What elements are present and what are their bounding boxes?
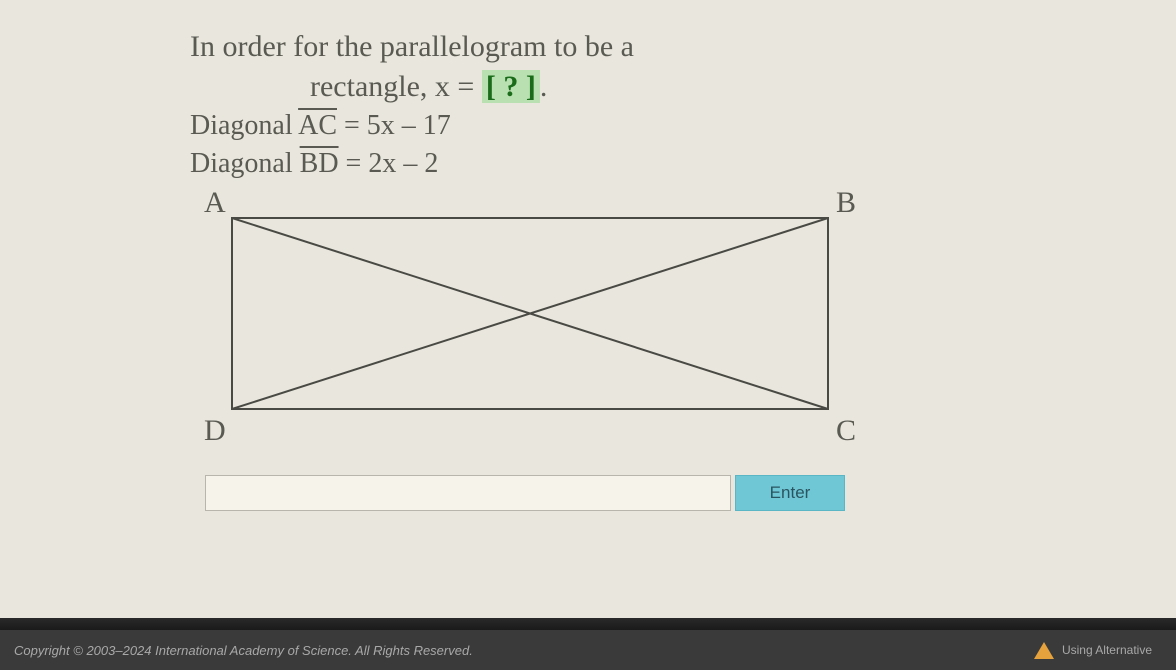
vertex-a: A — [204, 186, 226, 220]
answer-input[interactable] — [205, 475, 731, 511]
diag-bd-expr: = 2x – 2 — [339, 148, 439, 179]
vertex-d: D — [204, 414, 226, 448]
diagonal-ac: Diagonal AC = 5x – 17 — [190, 110, 1000, 142]
vertex-c: C — [836, 414, 856, 448]
copyright-text: Copyright © 2003–2024 International Acad… — [14, 643, 473, 658]
rectangle-svg — [230, 216, 830, 411]
warning-icon — [1034, 642, 1054, 659]
q2-prefix: rectangle, x = — [310, 70, 482, 103]
screen-bezel — [0, 618, 1176, 630]
footer-right-text: Using Alternative — [1062, 643, 1152, 657]
diag-ac-label: Diagonal — [190, 110, 298, 141]
question-line-1: In order for the parallelogram to be a — [190, 30, 1000, 64]
diag-bd-label: Diagonal — [190, 148, 300, 179]
segment-ac: AC — [298, 110, 337, 141]
rectangle-figure: A B C D — [210, 198, 850, 438]
question-line-2: rectangle, x = [ ? ]. — [310, 70, 1000, 104]
answer-placeholder: [ ? ] — [482, 70, 540, 103]
segment-bd: BD — [300, 148, 339, 179]
vertex-b: B — [836, 186, 856, 220]
diag-ac-expr: = 5x – 17 — [337, 110, 451, 141]
footer-right: Using Alternative — [1034, 642, 1152, 659]
answer-row: Enter — [205, 475, 845, 511]
enter-button[interactable]: Enter — [735, 475, 845, 511]
diagonal-bd: Diagonal BD = 2x – 2 — [190, 148, 1000, 180]
problem-content: In order for the parallelogram to be a r… — [180, 30, 1000, 438]
q2-suffix: . — [540, 70, 548, 103]
footer-bar: Copyright © 2003–2024 International Acad… — [0, 630, 1176, 670]
